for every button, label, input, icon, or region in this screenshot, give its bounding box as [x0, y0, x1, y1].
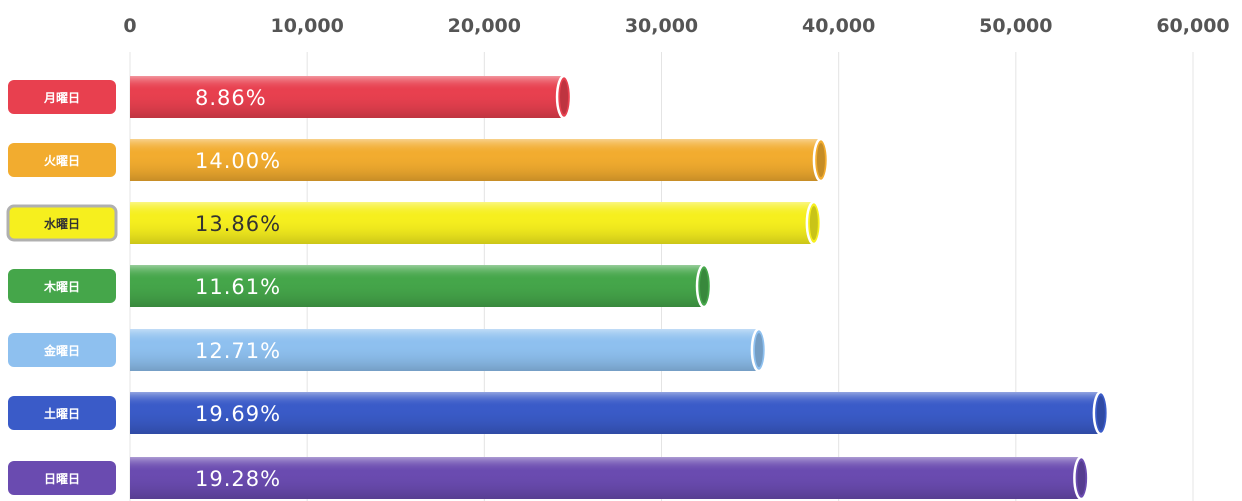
category-badge — [8, 143, 116, 177]
bar-shading — [130, 139, 821, 181]
category-label: 木曜日 — [43, 279, 80, 294]
bar-end-cap — [805, 200, 823, 246]
x-tick-label: 60,000 — [1156, 15, 1229, 37]
x-tick-label: 40,000 — [802, 15, 875, 37]
category-badge — [8, 269, 116, 303]
category-label: 金曜日 — [43, 343, 80, 358]
bar-end-cap — [555, 74, 573, 120]
category-label: 日曜日 — [44, 472, 80, 486]
category-label: 火曜日 — [44, 154, 80, 168]
category-badge — [6, 204, 118, 242]
category-label: 土曜日 — [44, 406, 80, 421]
bar-end-cap-inner — [809, 206, 818, 240]
x-tick-label: 0 — [123, 15, 136, 37]
x-tick-label: 30,000 — [625, 15, 698, 37]
category-badge — [8, 333, 116, 367]
x-tick-label: 20,000 — [448, 15, 521, 37]
data-label: 11.61% — [195, 275, 281, 299]
bar-shading — [130, 457, 1082, 499]
category-badge — [8, 80, 116, 114]
data-label: 19.28% — [195, 467, 281, 491]
category-label: 水曜日 — [44, 216, 80, 231]
data-label: 19.69% — [195, 402, 281, 426]
data-label: 13.86% — [195, 212, 281, 236]
bar-shading — [130, 392, 1101, 434]
bar-shading — [130, 329, 759, 371]
bar-end-cap-inner — [1077, 461, 1086, 495]
data-label: 8.86% — [195, 86, 267, 110]
bar-shading — [130, 76, 565, 118]
x-tick-label: 50,000 — [979, 15, 1052, 37]
bar-end-cap — [695, 263, 713, 309]
data-label: 12.71% — [195, 339, 281, 363]
category-badge — [8, 461, 116, 495]
bar-shading — [130, 265, 705, 307]
x-tick-label: 10,000 — [271, 15, 344, 37]
category-label: 月曜日 — [43, 91, 80, 105]
bar-end-cap — [1092, 390, 1110, 436]
bar-end-cap-inner — [700, 269, 709, 303]
bar-end-cap-inner — [560, 80, 569, 114]
bar-end-cap-inner — [754, 333, 763, 367]
bar-end-cap — [1073, 455, 1090, 501]
bar-end-cap-inner — [816, 143, 825, 177]
bar-end-cap — [812, 137, 830, 183]
bar-shading — [130, 202, 814, 244]
data-label: 14.00% — [195, 149, 281, 173]
bar-end-cap-inner — [1096, 396, 1105, 430]
category-badge — [8, 396, 116, 430]
bar-end-cap — [750, 327, 768, 373]
